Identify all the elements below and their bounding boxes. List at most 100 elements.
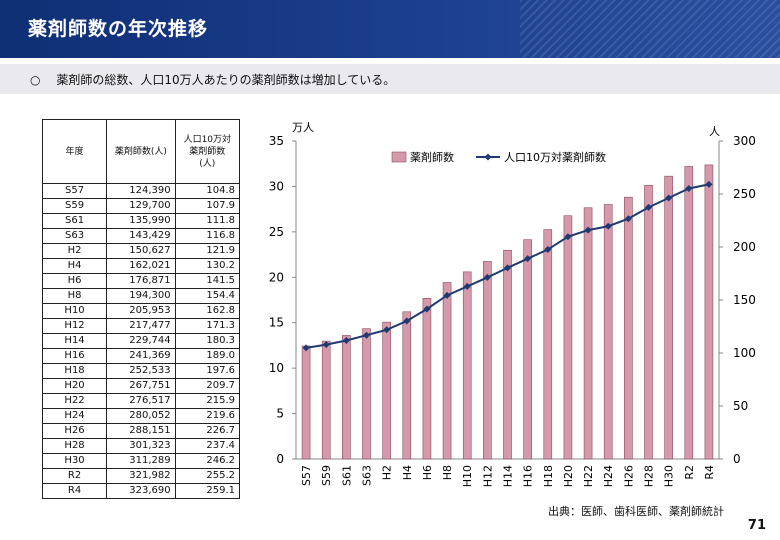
data-table: 年度 薬剤師数(人) 人口10万対 薬剤師数 (人) S57 124,390 104…	[41, 119, 241, 499]
line-point	[604, 222, 612, 230]
x-tick-label: S63	[361, 465, 374, 486]
table-cell-year: R4	[41, 483, 108, 499]
summary-bullet: ○	[30, 73, 41, 87]
x-tick-label: H4	[401, 465, 414, 480]
line-point	[584, 226, 592, 234]
bar	[603, 204, 613, 460]
line-point	[645, 203, 652, 211]
header-bar: 薬剤師数の年次推移	[0, 0, 780, 58]
x-tick-label: H14	[502, 465, 515, 487]
line-point	[363, 331, 370, 339]
x-tick-label: S57	[300, 465, 313, 486]
bar	[563, 215, 573, 460]
line-point	[665, 194, 673, 202]
line-point	[383, 326, 391, 334]
page-number: 71	[747, 518, 766, 533]
left-tick-label: 10	[269, 361, 284, 375]
x-tick-label: R2	[683, 465, 696, 480]
summary-text: ○ 薬剤師の総数、人口10万人あたりの薬剤師数は増加している。	[30, 71, 395, 88]
bar	[442, 282, 452, 460]
x-tick-label: H10	[461, 465, 474, 487]
x-tick-label: H30	[663, 465, 676, 487]
left-tick-label: 30	[269, 179, 284, 193]
right-tick-label: 300	[733, 134, 756, 148]
x-tick-label: H24	[602, 465, 615, 487]
x-tick-label: H8	[441, 465, 454, 480]
summary-sentence: 薬剤師の総数、人口10万人あたりの薬剤師数は増加している。	[56, 73, 396, 87]
x-tick-label: H18	[542, 465, 555, 487]
table-row: R4 323,690 259.1	[41, 483, 241, 499]
line-point	[443, 291, 451, 299]
x-tick-label: H26	[622, 465, 635, 487]
bar	[543, 229, 553, 460]
left-tick-label: 15	[269, 316, 284, 330]
bar	[362, 328, 371, 460]
table-row: H26 288,151 226.7	[41, 423, 241, 439]
legend-bar-label: 薬剤師数	[410, 150, 454, 164]
table-row: H24 280,052 219.6	[41, 408, 241, 424]
right-tick-label: 200	[733, 240, 756, 254]
line-point	[423, 305, 431, 313]
table-row: S61 135,990 111.8	[41, 213, 241, 229]
bar	[684, 166, 694, 460]
line-point	[705, 180, 713, 188]
table-row: S63 143,429 116.8	[41, 228, 241, 244]
table-row: S57 124,390 104.8	[41, 183, 241, 199]
x-tick-label: H12	[481, 465, 494, 487]
table-row: H18 252,533 197.6	[41, 363, 241, 379]
left-axis-unit: 万人	[292, 121, 314, 134]
line-point	[322, 341, 330, 349]
line-point	[504, 264, 511, 272]
line-point	[564, 233, 572, 241]
bar	[503, 249, 512, 460]
x-tick-label: H22	[582, 465, 595, 487]
line-point	[624, 215, 632, 223]
line-point	[302, 344, 310, 352]
bar	[583, 207, 593, 460]
right-tick-label: 50	[733, 399, 748, 413]
bar	[422, 298, 432, 460]
bar	[664, 175, 673, 460]
summary-bar: ○ 薬剤師の総数、人口10万人あたりの薬剤師数は増加している。	[0, 64, 780, 94]
legend-line-label: 人口10万対薬剤師数	[504, 150, 606, 164]
x-tick-label: H6	[421, 465, 434, 480]
source-note: 出典：医師、歯科医師、薬剤師統計	[548, 505, 724, 518]
table-row: H16 241,369 189.0	[41, 348, 241, 364]
table-row: H22 276,517 215.9	[41, 393, 241, 409]
x-tick-label: R4	[703, 465, 716, 480]
table-row: R2 321,982 255.2	[41, 468, 241, 484]
line-point	[544, 246, 552, 254]
left-tick-label: 35	[269, 134, 284, 148]
x-tick-label: H20	[562, 465, 575, 487]
table-row: H8 194,300 154.4	[41, 288, 241, 304]
bar	[704, 164, 714, 460]
bar	[624, 196, 633, 460]
line-point	[403, 317, 411, 325]
bar	[462, 271, 472, 460]
bar	[523, 239, 532, 460]
right-tick-label: 100	[733, 346, 756, 360]
bar	[321, 340, 331, 460]
x-tick-label: H2	[381, 465, 394, 480]
left-tick-label: 20	[269, 270, 284, 284]
left-tick-label: 5	[276, 407, 284, 421]
left-tick-label: 25	[269, 225, 284, 239]
table-row: H4 162,021 130.2	[41, 258, 241, 274]
line-point	[524, 255, 532, 263]
line-point	[342, 336, 350, 344]
bar	[483, 261, 492, 460]
x-tick-label: S59	[320, 465, 333, 486]
table-cell-year: H16	[41, 348, 108, 364]
right-tick-label: 250	[733, 187, 756, 201]
right-tick-label: 0	[733, 452, 741, 466]
legend-line-marker	[484, 153, 492, 161]
bar	[382, 321, 391, 460]
table-cell-per100k: 259.1	[174, 483, 241, 499]
legend-bar-swatch	[391, 151, 407, 163]
bar	[402, 311, 412, 460]
bar	[342, 335, 351, 460]
line-point	[483, 273, 491, 281]
x-tick-label: H28	[643, 465, 656, 487]
x-tick-label: S61	[340, 465, 353, 486]
line-point	[463, 282, 471, 290]
